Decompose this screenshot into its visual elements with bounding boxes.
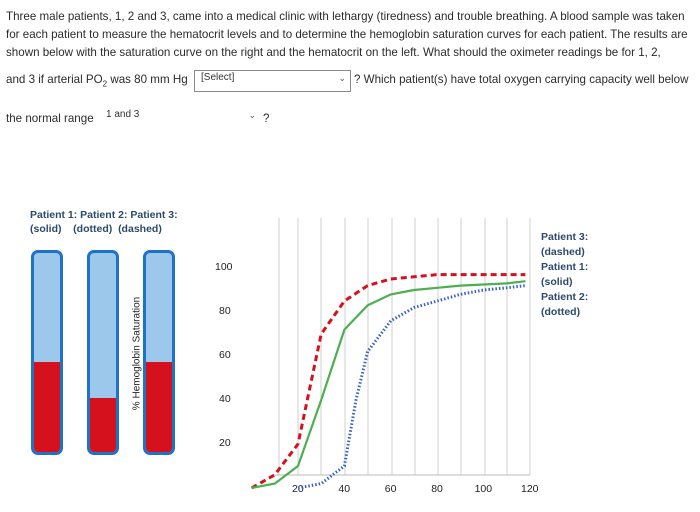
legend-patient-3-label: Patient 3: [541,231,589,243]
series-line-patient-3 [250,273,526,490]
hematocrit-tube-patient-2 [87,250,119,455]
red-cell-fill [90,398,116,452]
red-cell-fill [34,362,60,452]
question-line-4-prefix-text: and 3 if arterial PO [6,73,103,86]
select1-value: [Select] [201,72,235,83]
question-line-5-suffix: ? [263,112,270,125]
series-line-patient-2 [297,284,526,490]
y-tick-label: 60 [219,349,231,361]
question-text: Three male patients, 1, 2 and 3, came in… [6,8,696,62]
patient-header-line-2: (solid) (dotted) (dashed) [30,223,162,235]
legend-patient-3-style: (dashed) [541,246,585,258]
question-line-2: for each patient to measure the hematocr… [6,28,688,41]
hematocrit-tube-patient-1 [31,250,63,455]
question-line-4-suffix: ? Which patient(s) have total oxygen car… [354,73,689,86]
patient-header: Patient 1: Patient 2: Patient 3: (solid)… [30,208,178,236]
legend-patient-1-style: (solid) [541,276,573,288]
y-tick-label: 80 [219,305,231,317]
y-tick-label: 40 [219,393,231,405]
hematocrit-tube-patient-3 [143,250,175,455]
series-line-patient-1 [251,280,526,490]
legend-patient-2-style: (dotted) [541,306,581,318]
select2-value: 1 and 3 [106,109,140,120]
x-tick-label: 120 [521,483,539,495]
y-tick-label: 100 [215,261,233,273]
x-tick-label: 80 [431,483,443,495]
question-line-4-mid: was 80 mm Hg [107,73,188,86]
chevron-down-icon: ⌄ [338,73,346,83]
capacity-select-dropdown[interactable]: 1 and 3 ⌄ [100,108,260,130]
question-line-3: shown below with the saturation curve on… [6,46,661,59]
chevron-down-icon: ⌄ [248,110,256,120]
question-line-1: Three male patients, 1, 2 and 3, came in… [6,10,685,23]
legend-patient-1-label: Patient 1: [541,261,589,273]
x-tick-label: 40 [338,483,351,495]
po2-subscript: 2 [102,79,108,89]
oximeter-select-dropdown[interactable]: [Select] ⌄ [194,70,351,92]
x-tick-label: 60 [384,483,397,495]
y-tick-label: 20 [219,437,231,449]
legend-patient-2-label: Patient 2: [541,291,589,303]
red-cell-fill [146,362,172,452]
x-tick-label: 100 [474,483,493,495]
question-line-5-prefix: the normal range [6,112,94,125]
question-line-4-prefix: and 3 if arterial PO2 was 80 mm Hg [6,73,188,88]
chart-legend: Patient 3: (dashed) Patient 1: (solid) P… [541,230,588,320]
x-tick-label: 20 [292,483,304,495]
patient-header-line-1: Patient 1: Patient 2: Patient 3: [30,209,178,221]
